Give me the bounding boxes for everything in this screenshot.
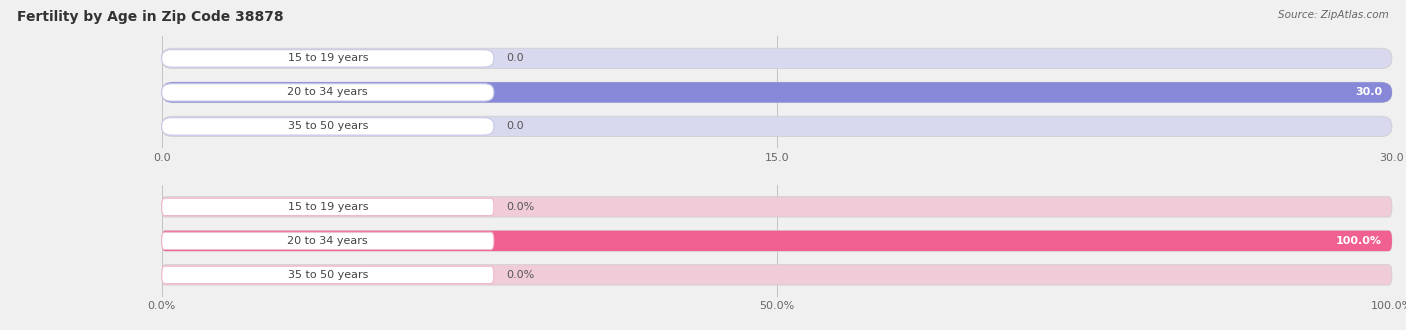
Text: 35 to 50 years: 35 to 50 years bbox=[288, 270, 368, 280]
Text: 100.0%: 100.0% bbox=[1336, 236, 1382, 246]
Text: 0.0: 0.0 bbox=[506, 53, 524, 63]
Text: 15 to 19 years: 15 to 19 years bbox=[287, 202, 368, 212]
Text: 30.0: 30.0 bbox=[1355, 87, 1382, 97]
FancyBboxPatch shape bbox=[162, 84, 494, 101]
Text: 0.0%: 0.0% bbox=[506, 202, 534, 212]
FancyBboxPatch shape bbox=[162, 48, 1392, 69]
Text: Source: ZipAtlas.com: Source: ZipAtlas.com bbox=[1278, 10, 1389, 20]
Text: 20 to 34 years: 20 to 34 years bbox=[287, 87, 368, 97]
FancyBboxPatch shape bbox=[162, 198, 494, 215]
FancyBboxPatch shape bbox=[162, 50, 494, 67]
FancyBboxPatch shape bbox=[162, 82, 1392, 103]
FancyBboxPatch shape bbox=[162, 232, 494, 249]
FancyBboxPatch shape bbox=[162, 231, 1392, 251]
Text: 35 to 50 years: 35 to 50 years bbox=[288, 121, 368, 131]
Text: 15 to 19 years: 15 to 19 years bbox=[287, 53, 368, 63]
FancyBboxPatch shape bbox=[162, 116, 1392, 137]
Text: 0.0%: 0.0% bbox=[506, 270, 534, 280]
FancyBboxPatch shape bbox=[162, 266, 494, 283]
Text: 20 to 34 years: 20 to 34 years bbox=[287, 236, 368, 246]
FancyBboxPatch shape bbox=[162, 265, 1392, 285]
FancyBboxPatch shape bbox=[162, 197, 1392, 217]
Text: Fertility by Age in Zip Code 38878: Fertility by Age in Zip Code 38878 bbox=[17, 10, 284, 24]
FancyBboxPatch shape bbox=[162, 118, 494, 135]
Text: 0.0: 0.0 bbox=[506, 121, 524, 131]
FancyBboxPatch shape bbox=[162, 231, 1392, 251]
FancyBboxPatch shape bbox=[162, 82, 1392, 103]
